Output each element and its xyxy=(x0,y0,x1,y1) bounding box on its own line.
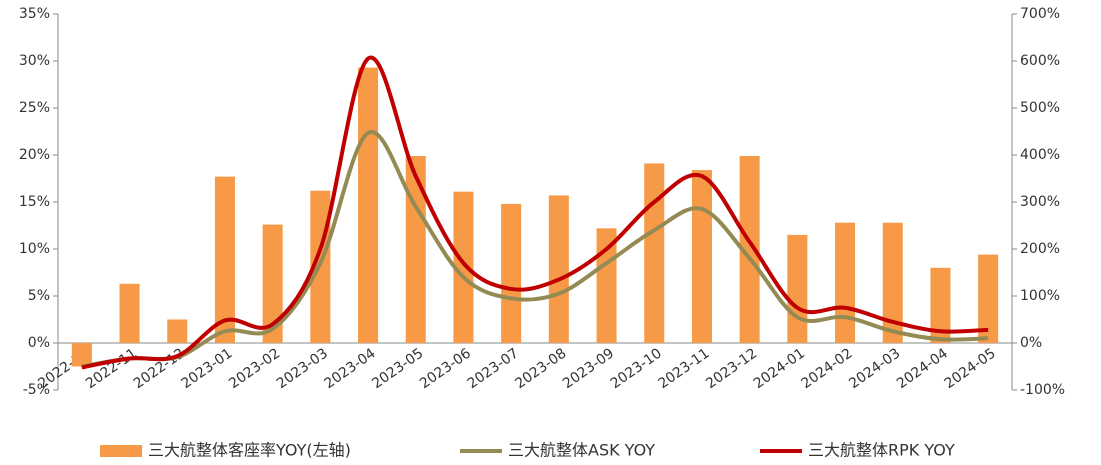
x-tick-label: 2024-03 xyxy=(846,345,903,392)
y2-tick-label: -100% xyxy=(1020,382,1065,398)
bar xyxy=(691,170,712,343)
bar xyxy=(214,176,235,343)
bar xyxy=(882,222,903,343)
y-tick-label: 10% xyxy=(19,241,50,257)
bar xyxy=(739,155,760,343)
y-tick-label: 35% xyxy=(19,6,50,22)
x-tick-label: 2022-12 xyxy=(131,345,188,392)
bar xyxy=(71,343,92,367)
bar xyxy=(119,283,140,343)
x-tick-label: 2023-09 xyxy=(560,345,617,392)
legend-label: 三大航整体RPK YOY xyxy=(808,441,955,460)
bar xyxy=(501,203,522,343)
x-tick-label: 2023-03 xyxy=(274,345,331,392)
bar xyxy=(262,224,283,343)
y2-tick-label: 600% xyxy=(1020,53,1060,69)
bar xyxy=(548,195,569,343)
x-tick-label: 2024-05 xyxy=(942,345,999,392)
bar xyxy=(167,319,188,343)
legend-swatch xyxy=(100,445,142,457)
x-tick-label: 2023-12 xyxy=(703,345,760,392)
x-tick-label: 2023-06 xyxy=(417,345,474,392)
x-tick-label: 2023-07 xyxy=(465,345,522,392)
bar xyxy=(835,222,856,343)
line xyxy=(81,130,989,369)
y-tick-label: 20% xyxy=(19,147,50,163)
x-tick-label: 2023-11 xyxy=(655,345,712,392)
x-tick-label: 2024-02 xyxy=(799,345,856,392)
y-tick-label: -5% xyxy=(23,382,50,398)
y2-tick-label: 100% xyxy=(1020,288,1060,304)
y-tick-label: 30% xyxy=(19,53,50,69)
y2-tick-label: 300% xyxy=(1020,194,1060,210)
x-tick-label: 2023-10 xyxy=(608,345,665,392)
bar xyxy=(787,234,808,343)
x-tick-label: 2023-02 xyxy=(226,345,283,392)
bar xyxy=(644,163,665,343)
line xyxy=(81,55,989,370)
y-tick-label: 25% xyxy=(19,100,50,116)
bar xyxy=(978,254,999,343)
x-tick-label: 2023-05 xyxy=(369,345,426,392)
legend-label: 三大航整体ASK YOY xyxy=(508,441,655,460)
y-tick-label: 15% xyxy=(19,194,50,210)
bar xyxy=(358,67,379,343)
bar xyxy=(405,155,426,343)
y2-tick-label: 0% xyxy=(1020,335,1042,351)
x-tick-label: 2024-01 xyxy=(751,345,808,392)
y2-tick-label: 200% xyxy=(1020,241,1060,257)
bar xyxy=(930,267,951,343)
x-tick-label: 2023-08 xyxy=(512,345,569,392)
bar xyxy=(453,191,474,343)
y2-tick-label: 500% xyxy=(1020,100,1060,116)
bar xyxy=(596,228,617,343)
x-tick-label: 2024-04 xyxy=(894,345,951,392)
y-tick-label: 5% xyxy=(28,288,50,304)
legend-label: 三大航整体客座率YOY(左轴) xyxy=(148,441,351,460)
y2-tick-label: 700% xyxy=(1020,6,1060,22)
y-tick-label: 0% xyxy=(28,335,50,351)
y2-tick-label: 400% xyxy=(1020,147,1060,163)
x-tick-label: 2023-04 xyxy=(322,345,379,392)
